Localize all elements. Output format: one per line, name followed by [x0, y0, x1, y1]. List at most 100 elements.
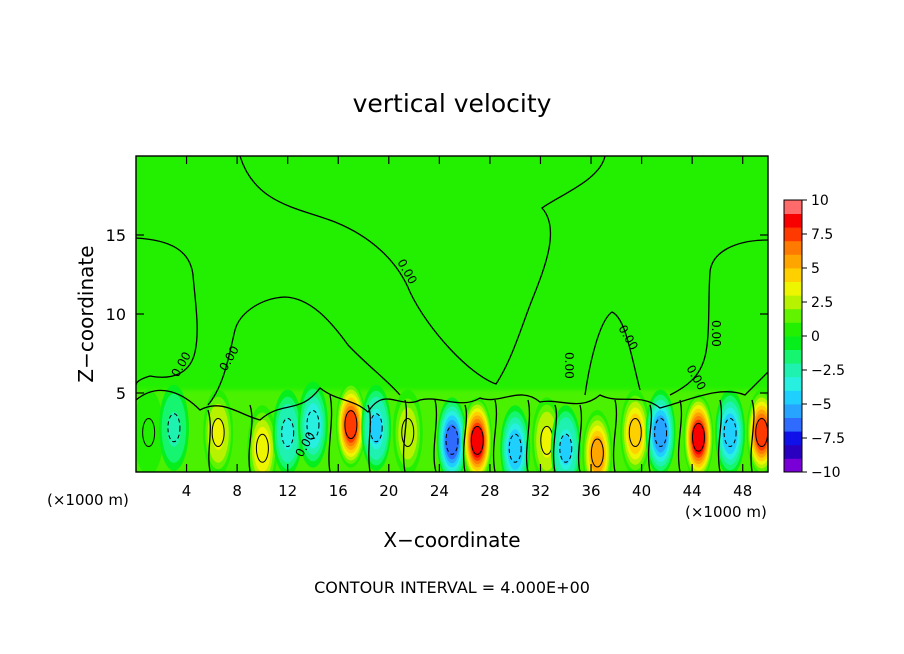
- x-tick-label: 40: [632, 482, 651, 500]
- contour-vertical-10: [552, 404, 558, 472]
- chart-title: vertical velocity: [353, 89, 552, 118]
- velocity-cell-contour: [401, 418, 415, 447]
- x-tick-label: 24: [430, 482, 449, 500]
- colorbar-tick-label: −2.5: [811, 363, 845, 379]
- colorbar-swatch: [784, 254, 802, 269]
- x-tick-label: 32: [531, 482, 550, 500]
- velocity-cell: [203, 389, 234, 472]
- zero-contours: [136, 156, 768, 472]
- velocity-cell-ring: [559, 435, 572, 465]
- velocity-cell: [297, 381, 328, 468]
- velocity-cell-ring: [256, 434, 269, 466]
- x-tick-label: 12: [278, 482, 297, 500]
- velocity-cell-contour: [470, 425, 484, 455]
- velocity-cell-ring: [629, 419, 642, 449]
- velocity-cell-contour: [445, 425, 459, 455]
- x-tick-label: 36: [581, 482, 600, 500]
- x-axis-ticks: 4 8 12 16 20 24 28 32 36 40 44 48: [182, 156, 752, 500]
- contour-label: 0.00: [562, 352, 576, 379]
- contour-line-right2: [584, 311, 641, 396]
- velocity-cell-contour: [167, 413, 181, 443]
- x-unit-right: (×1000 m): [685, 503, 767, 521]
- contour-vertical-12: [612, 399, 618, 472]
- contour-line-lower: [136, 371, 768, 421]
- contour-line-upper: [239, 156, 606, 385]
- velocity-cell-ring: [540, 426, 553, 458]
- contour-vertical-3: [328, 394, 333, 472]
- colorbar-swatch: [784, 281, 802, 296]
- y-tick-label: 15: [106, 226, 126, 245]
- y-axis-ticks: 5 10 15: [106, 226, 768, 403]
- velocity-cell: [158, 384, 189, 471]
- velocity-cell-ring: [306, 410, 320, 443]
- velocity-cell-ring: [756, 421, 767, 448]
- plot-area: 0.00 0.00 0.00 0.00 0.00 0.00 0.00 0.00: [136, 156, 768, 472]
- x-tick-label: 28: [480, 482, 499, 500]
- velocity-cell-contour: [508, 433, 522, 463]
- velocity-cell-contour: [628, 418, 642, 447]
- contour-vertical-13: [647, 404, 653, 472]
- contour-vertical-6: [433, 399, 438, 472]
- colorbar-swatch: [784, 404, 802, 418]
- contour-vertical-1: [207, 409, 211, 472]
- colorbar-swatch: [784, 431, 802, 446]
- velocity-cell-contour: [344, 410, 358, 440]
- y-tick-label: 10: [106, 305, 126, 324]
- velocity-cell-ring: [591, 440, 603, 469]
- colorbar-ticks: 10 7.5 5 2.5 0 −2.5 −5 −7.5 −10: [802, 193, 845, 481]
- colorbar-swatch: [784, 295, 802, 310]
- contour-vertical-8: [492, 399, 498, 472]
- x-tick-label: 20: [379, 482, 398, 500]
- velocity-cell: [746, 389, 768, 472]
- colorbar-swatch: [784, 240, 802, 255]
- colorbar-swatch: [784, 349, 802, 364]
- velocity-cell-contour: [211, 418, 225, 447]
- colorbar-tick-label: 0: [811, 329, 820, 345]
- velocity-cell: [582, 410, 613, 472]
- velocity-cell-ring: [472, 429, 483, 455]
- y-tick-label: 5: [116, 384, 126, 403]
- velocity-cell-contour: [369, 413, 383, 443]
- velocity-cell: [645, 389, 676, 472]
- colorbar-tick-label: 10: [811, 193, 829, 209]
- velocity-cell-contour: [306, 410, 320, 440]
- colorbar-swatch: [784, 458, 802, 473]
- velocity-cell: [462, 397, 493, 472]
- velocity-cell-ring: [654, 420, 667, 449]
- contour-interval-text: CONTOUR INTERVAL = 4.000E+00: [314, 578, 590, 597]
- colorbar-swatch: [784, 390, 802, 405]
- x-tick-label: 48: [733, 482, 752, 500]
- velocity-cell: [247, 405, 278, 472]
- colorbar-tick-label: 5: [811, 261, 820, 277]
- contour-vertical-2: [248, 404, 253, 472]
- velocity-cell: [361, 384, 392, 471]
- velocity-cell-ring: [167, 411, 181, 447]
- colorbar-swatch: [784, 268, 802, 282]
- x-tick-label: 16: [329, 482, 348, 500]
- contour-vertical-7: [462, 404, 468, 472]
- contour-vertical-4: [367, 404, 371, 472]
- contour-label: 0.00: [709, 320, 723, 347]
- velocity-cell-ring: [345, 413, 357, 440]
- colorbar-swatch: [784, 444, 802, 459]
- colorbar-tick-label: −5: [811, 397, 832, 413]
- contour-vertical-9: [525, 399, 531, 472]
- velocity-cell-ring: [724, 419, 736, 449]
- velocity-cell: [683, 394, 714, 472]
- velocity-cell-ring: [693, 426, 704, 452]
- velocity-cell-ring: [281, 418, 294, 450]
- colorbar-swatch: [784, 376, 802, 391]
- velocity-cell-ring: [211, 418, 225, 450]
- contour-line-left: [136, 237, 198, 386]
- contour-line-right: [669, 239, 768, 396]
- colorbar-swatch: [784, 363, 802, 378]
- colorbar-swatch: [784, 336, 802, 350]
- colorbar-tick-label: 2.5: [811, 295, 833, 311]
- x-tick-label: 8: [232, 482, 242, 500]
- contour-vertical-16: [750, 399, 755, 472]
- x-unit-left: (×1000 m): [47, 491, 129, 509]
- velocity-cell: [136, 389, 164, 472]
- velocity-cell: [715, 389, 746, 472]
- velocity-cell: [500, 405, 531, 472]
